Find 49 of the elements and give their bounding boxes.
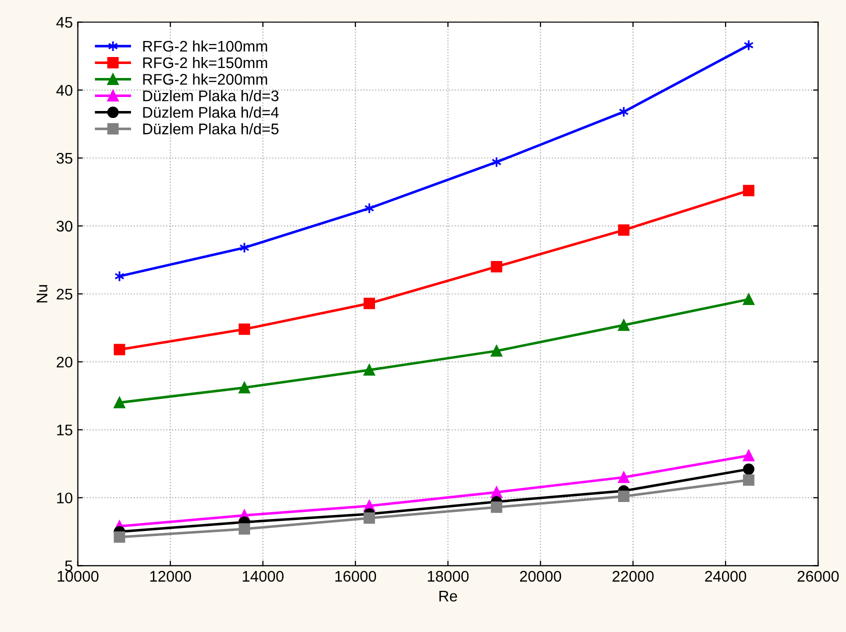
point: [742, 184, 754, 196]
point: [364, 364, 375, 376]
legend-label: RFG-2 hk=100mm: [143, 40, 268, 52]
point: [490, 261, 502, 272]
legend-label: Düzlem Plaka h/d=5: [143, 123, 279, 134]
x-tick-label: 22000: [612, 570, 654, 582]
y-tick-label: 10: [57, 492, 72, 504]
x-tick-label: 24000: [705, 570, 746, 582]
x-tick-label: 14000: [242, 570, 284, 582]
y-tick-label: 5: [65, 560, 72, 572]
point: [491, 156, 502, 168]
y-axis-title: Nu: [36, 285, 48, 302]
point: [490, 345, 502, 357]
point: [114, 344, 126, 356]
x-tick-label: 18000: [428, 570, 469, 582]
point: [490, 486, 502, 498]
point: [364, 512, 375, 524]
y-tick-label: 35: [56, 152, 72, 164]
point: [742, 463, 754, 475]
y-tick-label: 15: [57, 424, 72, 436]
legend-label: Düzlem Plaka h/d=4: [143, 106, 279, 118]
point: [742, 294, 754, 306]
legend-label: Düzlem Plaka h/d=3: [143, 90, 278, 102]
y-tick-label: 40: [56, 84, 72, 96]
x-tick-label: 20000: [520, 570, 562, 582]
x-tick-label: 10000: [58, 570, 98, 582]
point: [364, 298, 375, 310]
legend-label: RFG-2 hk=200mm: [143, 74, 268, 85]
point: [742, 474, 754, 486]
point: [238, 523, 250, 535]
y-tick-label: 45: [56, 17, 72, 28]
point: [114, 531, 126, 543]
point: [238, 324, 250, 335]
x-tick-label: 12000: [150, 570, 192, 582]
y-tick-label: 20: [56, 356, 72, 368]
point: [490, 502, 502, 513]
point: [114, 396, 126, 408]
x-axis-title: Re: [439, 590, 458, 602]
x-tick-label: 16000: [335, 570, 376, 582]
y-tick-label: 30: [56, 220, 72, 232]
x-tick-label: 26000: [798, 570, 839, 582]
point: [238, 382, 250, 394]
y-tick-label: 25: [56, 288, 72, 300]
point: [618, 472, 630, 484]
point: [618, 224, 630, 236]
legend-label: RFG-2 hk=150mm: [143, 56, 268, 68]
point: [618, 319, 630, 331]
point: [618, 490, 630, 502]
point: [742, 450, 754, 462]
